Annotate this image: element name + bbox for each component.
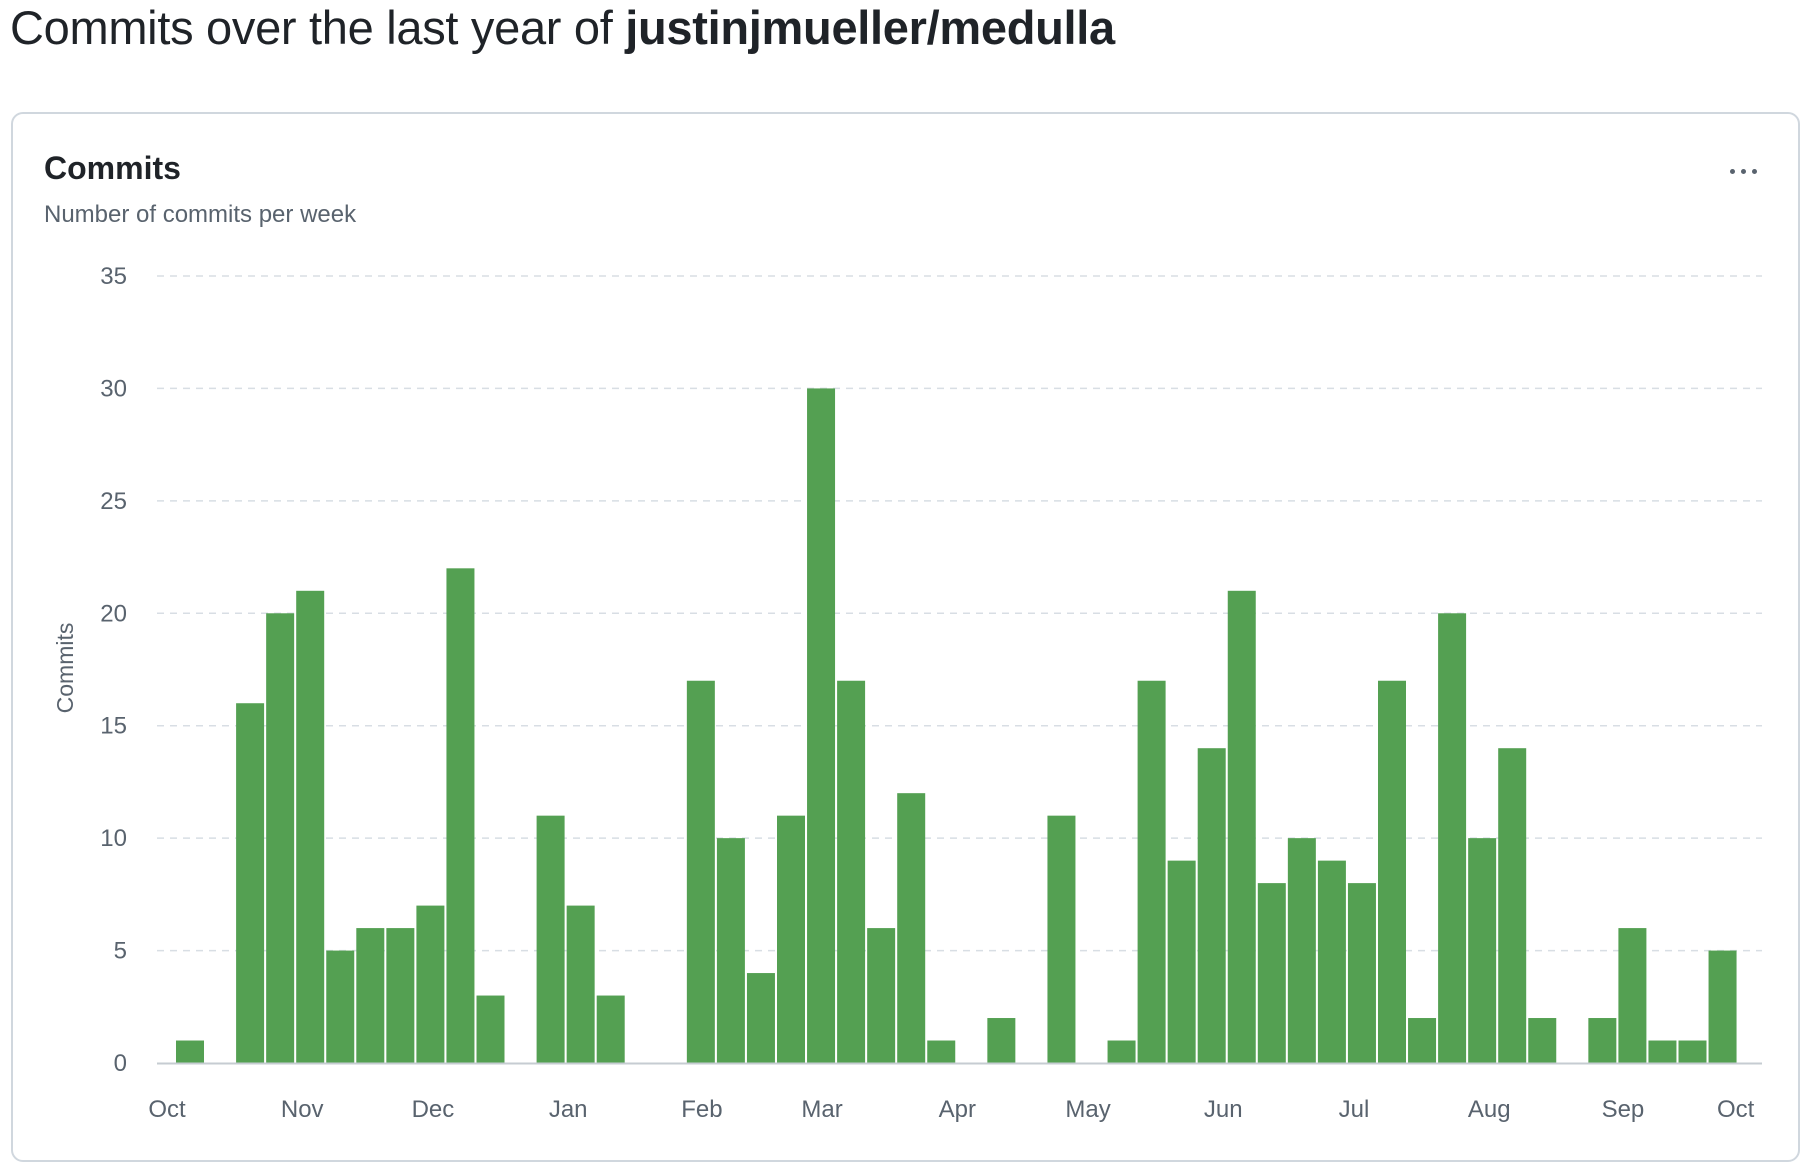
bar[interactable] [1257,883,1286,1063]
bar[interactable] [746,973,775,1063]
y-tick-label: 20 [100,600,127,627]
bar[interactable] [1347,883,1376,1063]
bar[interactable] [446,568,475,1063]
bar[interactable] [1227,590,1256,1063]
x-tick-label: Oct [1717,1096,1755,1123]
x-tick-label: Mar [801,1096,842,1123]
bar[interactable] [1438,613,1467,1063]
bar[interactable] [1588,1018,1617,1063]
page-title-prefix: Commits over the last year of [10,1,626,54]
bar[interactable] [927,1040,956,1063]
bar[interactable] [897,793,926,1063]
bar[interactable] [837,680,866,1063]
bar[interactable] [1408,1018,1437,1063]
x-tick-label: May [1065,1096,1110,1123]
bar[interactable] [1137,680,1166,1063]
kebab-dot [1740,168,1746,174]
bar[interactable] [1047,815,1076,1063]
bar[interactable] [296,590,325,1063]
bar[interactable] [1528,1018,1557,1063]
page-title: Commits over the last year of justinjmue… [10,0,1115,56]
y-axis-label: Commits [52,623,78,714]
bar[interactable] [1468,838,1497,1063]
x-tick-label: Feb [681,1096,722,1123]
x-tick-labels: Oct Nov Dec Jan Feb Mar Apr May Jun Jul Aug Sep Oct [148,1096,1754,1123]
y-tick-label: 35 [100,263,127,290]
y-tick-label: 15 [100,713,127,740]
bars [176,388,1737,1063]
bar[interactable] [356,928,385,1063]
bar[interactable] [416,905,445,1063]
y-tick-label: 25 [100,488,127,515]
bar[interactable] [236,703,265,1063]
repo-name: justinjmueller/medulla [625,1,1115,54]
bar[interactable] [386,928,415,1063]
x-tick-label: Oct [148,1096,186,1123]
y-tick-label: 0 [114,1050,127,1077]
bar[interactable] [1197,748,1226,1063]
bar[interactable] [1648,1040,1677,1063]
kebab-horizontal-icon [1729,168,1735,174]
x-tick-label: Jun [1204,1096,1243,1123]
bar[interactable] [1618,928,1647,1063]
bar[interactable] [1678,1040,1707,1063]
bar[interactable] [536,815,565,1063]
bar[interactable] [1498,748,1527,1063]
y-tick-label: 30 [100,375,127,402]
bar[interactable] [807,388,836,1063]
bar[interactable] [266,613,295,1063]
bar[interactable] [1317,860,1346,1063]
more-options-button[interactable] [1718,158,1768,184]
x-tick-label: Apr [939,1096,976,1123]
y-tick-label: 10 [100,825,127,852]
bar[interactable] [987,1018,1016,1063]
bar[interactable] [476,995,505,1063]
bar[interactable] [326,950,355,1063]
x-tick-label: Jul [1339,1096,1370,1123]
x-tick-label: Nov [281,1096,324,1123]
bar[interactable] [1167,860,1196,1063]
bar[interactable] [1378,680,1406,1063]
bar[interactable] [596,995,625,1063]
bar[interactable] [867,928,896,1063]
bar[interactable] [716,838,745,1063]
bar[interactable] [566,905,595,1063]
x-tick-label: Jan [549,1096,588,1123]
y-tick-label: 5 [114,938,127,965]
bar[interactable] [176,1040,204,1063]
bar[interactable] [686,680,715,1063]
bar[interactable] [1107,1040,1136,1063]
card-title: Commits [44,150,181,186]
bar[interactable] [1287,838,1316,1063]
kebab-dot [1751,168,1757,174]
x-tick-label: Aug [1468,1096,1511,1123]
y-tick-labels: 0 5 10 15 20 25 30 35 [100,263,127,1077]
card-subtitle: Number of commits per week [44,201,357,228]
bar[interactable] [777,815,805,1063]
bar[interactable] [1708,950,1737,1063]
x-tick-label: Sep [1602,1096,1645,1123]
x-tick-label: Dec [412,1096,455,1123]
